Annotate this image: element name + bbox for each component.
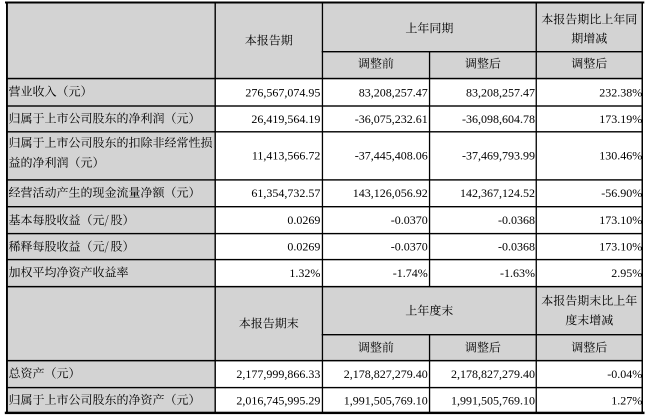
svg-text:173.19%: 173.19% [599,112,642,126]
svg-text:-0.0368: -0.0368 [498,213,535,227]
svg-text:26,419,564.19: 26,419,564.19 [251,112,320,126]
svg-text:173.10%: 173.10% [599,240,642,254]
svg-text:143,126,056.92: 143,126,056.92 [353,186,428,200]
svg-text:1.27%: 1.27% [611,394,642,408]
svg-text:2.95%: 2.95% [611,266,642,280]
svg-text:83,208,257.47: 83,208,257.47 [466,85,535,99]
svg-text:-36,098,604.78: -36,098,604.78 [462,112,535,126]
svg-text:0.0269: 0.0269 [287,240,320,254]
svg-text:11,413,566.72: 11,413,566.72 [252,149,321,163]
svg-text:2,178,827,279.40: 2,178,827,279.40 [451,367,535,381]
svg-text:173.10%: 173.10% [599,213,642,227]
svg-text:1,991,505,769.10: 1,991,505,769.10 [451,394,535,408]
svg-text:2,178,827,279.40: 2,178,827,279.40 [344,367,428,381]
svg-text:1.32%: 1.32% [289,266,320,280]
svg-text:-0.0370: -0.0370 [391,240,428,254]
svg-text:-56.90%: -56.90% [601,186,642,200]
svg-text:83,208,257.47: 83,208,257.47 [359,85,428,99]
svg-text:1,991,505,769.10: 1,991,505,769.10 [344,394,428,408]
svg-text:142,367,124.52: 142,367,124.52 [460,186,535,200]
svg-text:-0.04%: -0.04% [607,367,642,381]
svg-text:-1.74%: -1.74% [393,266,428,280]
svg-text:-0.0368: -0.0368 [498,240,535,254]
svg-text:-0.0370: -0.0370 [391,213,428,227]
svg-text:-1.63%: -1.63% [500,266,535,280]
svg-text:2,016,745,995.29: 2,016,745,995.29 [236,394,320,408]
svg-text:276,567,074.95: 276,567,074.95 [245,85,320,99]
svg-text:-36,075,232.61: -36,075,232.61 [355,112,428,126]
svg-text:61,354,732.57: 61,354,732.57 [251,186,320,200]
svg-text:-37,469,793.99: -37,469,793.99 [462,149,535,163]
svg-text:232.38%: 232.38% [599,85,642,99]
svg-text:130.46%: 130.46% [599,149,642,163]
svg-text:-37,445,408.06: -37,445,408.06 [355,149,428,163]
svg-text:2,177,999,866.33: 2,177,999,866.33 [236,367,320,381]
svg-text:0.0269: 0.0269 [287,213,320,227]
